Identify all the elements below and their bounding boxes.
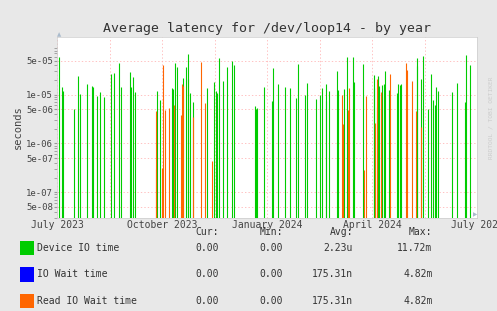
Text: ▲: ▲ — [57, 32, 62, 37]
Y-axis label: seconds: seconds — [13, 106, 23, 149]
Text: 2.23u: 2.23u — [324, 243, 353, 253]
Text: 0.00: 0.00 — [195, 243, 219, 253]
Text: Min:: Min: — [260, 227, 283, 237]
Text: 0.00: 0.00 — [195, 296, 219, 306]
Text: IO Wait time: IO Wait time — [37, 269, 108, 280]
Text: 0.00: 0.00 — [260, 243, 283, 253]
Text: 4.82m: 4.82m — [403, 269, 432, 280]
Text: 175.31n: 175.31n — [312, 296, 353, 306]
Text: Cur:: Cur: — [195, 227, 219, 237]
Text: 0.00: 0.00 — [260, 296, 283, 306]
Text: Device IO time: Device IO time — [37, 243, 119, 253]
Title: Average latency for /dev/loop14 - by year: Average latency for /dev/loop14 - by yea… — [103, 22, 431, 35]
Text: 0.00: 0.00 — [260, 269, 283, 280]
Text: ▶: ▶ — [473, 213, 477, 218]
Text: RRDTOOL / TOBI OETIKER: RRDTOOL / TOBI OETIKER — [489, 77, 494, 160]
Text: Max:: Max: — [409, 227, 432, 237]
Text: 11.72m: 11.72m — [397, 243, 432, 253]
Text: Read IO Wait time: Read IO Wait time — [37, 296, 137, 306]
Text: 175.31n: 175.31n — [312, 269, 353, 280]
Text: 4.82m: 4.82m — [403, 296, 432, 306]
Text: Avg:: Avg: — [330, 227, 353, 237]
Text: 0.00: 0.00 — [195, 269, 219, 280]
